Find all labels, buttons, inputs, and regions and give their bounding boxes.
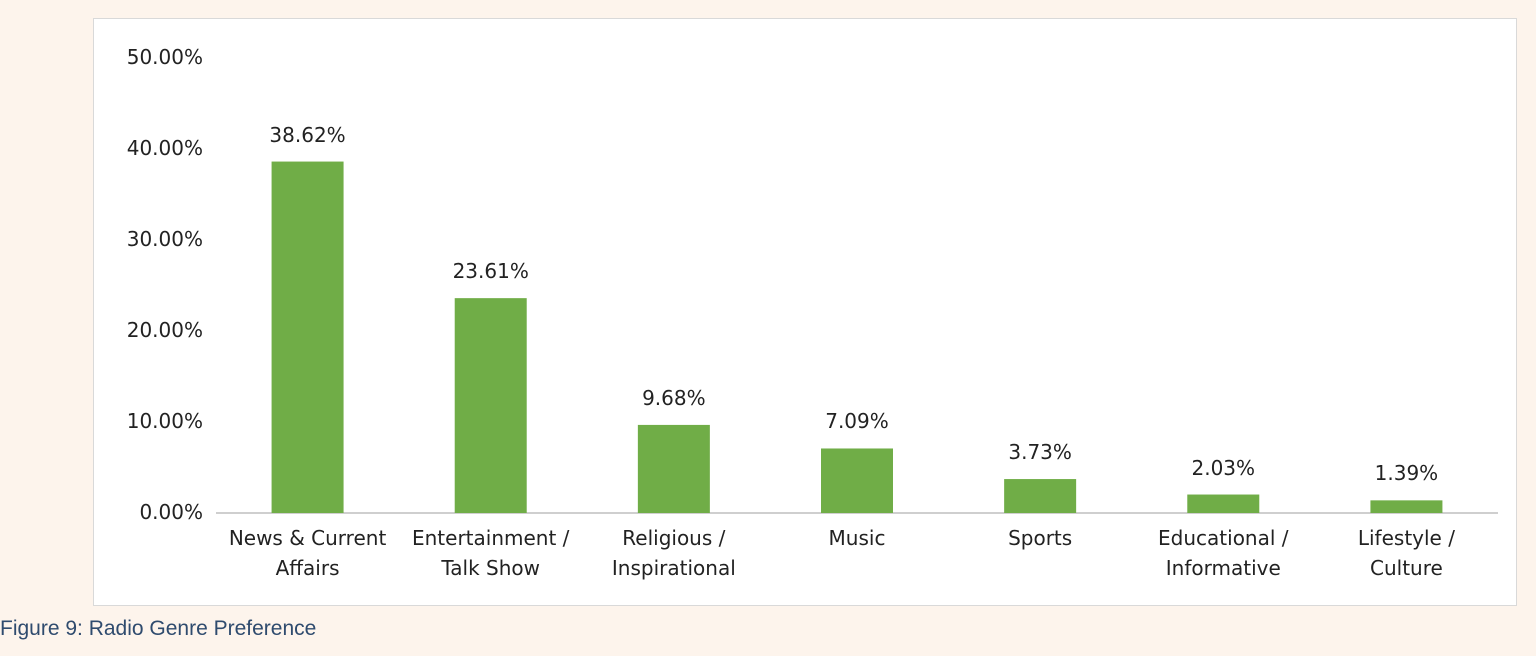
bar <box>271 161 344 514</box>
figure-caption: Figure 9: Radio Genre Preference <box>0 617 317 640</box>
value-label: 3.73% <box>1008 440 1072 465</box>
x-tick-label: Educational / Informative <box>1158 526 1289 580</box>
y-tick-label: 30.00% <box>126 227 203 251</box>
x-tick-label: Lifestyle / Culture <box>1357 526 1455 580</box>
bar <box>821 448 893 513</box>
chart <box>216 161 1498 514</box>
value-label: 1.39% <box>1374 461 1439 486</box>
x-tick-label: Sports <box>1008 526 1073 550</box>
x-tick-label: Entertainment / Talk Show <box>411 526 570 580</box>
chart-frame: 0.00% 10.00% 20.00% 30.00% 40.00% 50.00% 38.62… <box>93 18 1517 606</box>
y-tick-label: 0.00% <box>139 500 203 524</box>
y-tick-label: 40.00% <box>126 136 203 160</box>
value-label: 2.03% <box>1191 455 1256 480</box>
value-label: 38.62% <box>269 122 346 147</box>
value-label: 9.68% <box>642 385 706 410</box>
y-tick-label: 50.00% <box>126 45 203 69</box>
x-tick-label: Music <box>828 526 886 550</box>
bar <box>1370 500 1443 513</box>
x-tick-label: News & Current Affairs <box>228 526 387 580</box>
value-label: 23.61% <box>452 259 529 284</box>
bar <box>454 298 527 513</box>
bar <box>1187 494 1260 513</box>
bar <box>637 424 710 513</box>
y-tick-label: 10.00% <box>126 409 203 433</box>
y-tick-label: 20.00% <box>126 318 203 342</box>
x-tick-label: Religious / Inspirational <box>611 526 736 580</box>
bar <box>1004 479 1077 513</box>
value-label: 7.09% <box>825 409 889 434</box>
